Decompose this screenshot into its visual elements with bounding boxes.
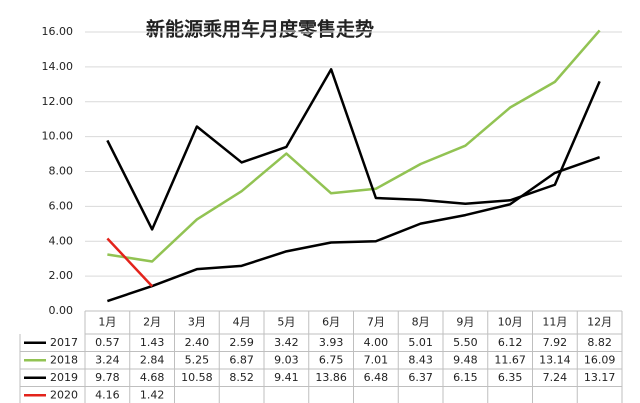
table-value: 3.42 [274,336,299,349]
legend-label: 2020 [50,388,78,401]
x-tick-label: 11月 [542,316,567,329]
y-tick-label: 12.00 [42,95,74,108]
x-tick-label: 8月 [412,316,430,329]
table-value: 1.43 [140,336,165,349]
y-tick-label: 0.00 [49,304,74,317]
x-tick-label: 7月 [367,316,385,329]
y-tick-label: 14.00 [42,60,74,73]
table-value: 9.48 [453,353,478,366]
table-value: 5.25 [185,353,210,366]
table-value: 3.24 [95,353,120,366]
x-tick-label: 12月 [587,316,612,329]
table-value: 8.82 [587,336,612,349]
table-value: 1.42 [140,388,165,401]
table-value: 2.40 [185,336,210,349]
x-tick-label: 1月 [98,316,116,329]
y-tick-label: 4.00 [49,234,74,247]
table-value: 10.58 [181,371,213,384]
x-tick-label: 2月 [143,316,161,329]
table-value: 13.17 [584,371,616,384]
table-value: 6.12 [498,336,523,349]
table-value: 7.01 [364,353,389,366]
table-value: 8.52 [229,371,254,384]
legend-label: 2018 [50,353,78,366]
table-value: 6.15 [453,371,478,384]
table-value: 9.78 [95,371,120,384]
table-value: 2.59 [229,336,254,349]
legend-label: 2019 [50,371,78,384]
series-line [106,68,601,231]
series-line [107,29,601,263]
chart-title: 新能源乘用车月度零售走势 [146,18,374,41]
table-value: 6.48 [364,371,389,384]
y-tick-label: 6.00 [49,199,74,212]
table-value: 4.00 [364,336,389,349]
y-tick-label: 16.00 [42,25,74,38]
series-line [106,156,601,303]
table-value: 7.92 [543,336,568,349]
table-value: 4.68 [140,371,165,384]
y-tick-label: 2.00 [49,269,74,282]
table-value: 3.93 [319,336,344,349]
x-tick-label: 4月 [233,316,251,329]
table-value: 6.37 [408,371,433,384]
table-value: 13.14 [539,353,571,366]
table-value: 5.50 [453,336,478,349]
y-tick-label: 8.00 [49,165,74,178]
y-tick-label: 10.00 [42,130,74,143]
table-value: 0.57 [95,336,120,349]
table-value: 6.35 [498,371,523,384]
table-value: 2.84 [140,353,165,366]
table-value: 7.24 [543,371,568,384]
table-value: 13.86 [315,371,347,384]
x-tick-label: 3月 [188,316,206,329]
table-value: 9.41 [274,371,299,384]
table-value: 11.67 [494,353,526,366]
x-tick-label: 10月 [498,316,523,329]
x-tick-label: 9月 [456,316,474,329]
table-value: 6.87 [229,353,254,366]
legend-label: 2017 [50,336,78,349]
table-value: 5.01 [408,336,433,349]
table-value: 9.03 [274,353,299,366]
table-value: 8.43 [408,353,433,366]
table-value: 4.16 [95,388,120,401]
table-value: 6.75 [319,353,344,366]
table-value: 16.09 [584,353,616,366]
x-tick-label: 6月 [322,316,340,329]
series-line [106,237,154,288]
x-tick-label: 5月 [277,316,295,329]
